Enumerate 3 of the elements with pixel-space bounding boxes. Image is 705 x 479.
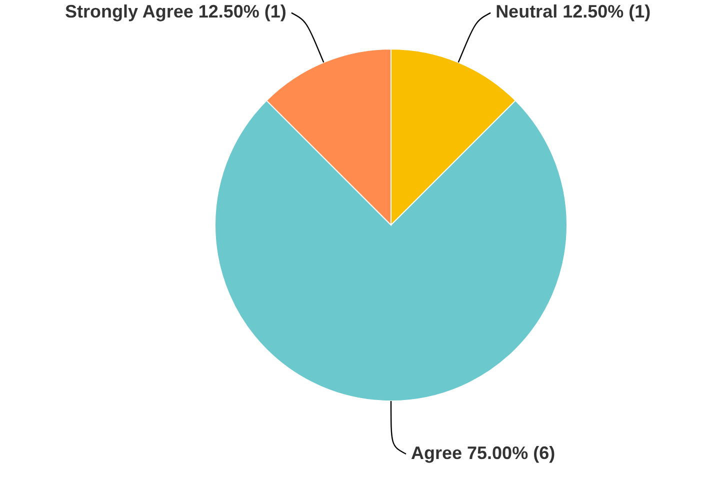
slice-label: Strongly Agree 12.50% (1) (65, 2, 286, 22)
slice-label: Agree 75.00% (6) (411, 442, 556, 463)
slice-label: Neutral 12.50% (1) (496, 2, 651, 22)
